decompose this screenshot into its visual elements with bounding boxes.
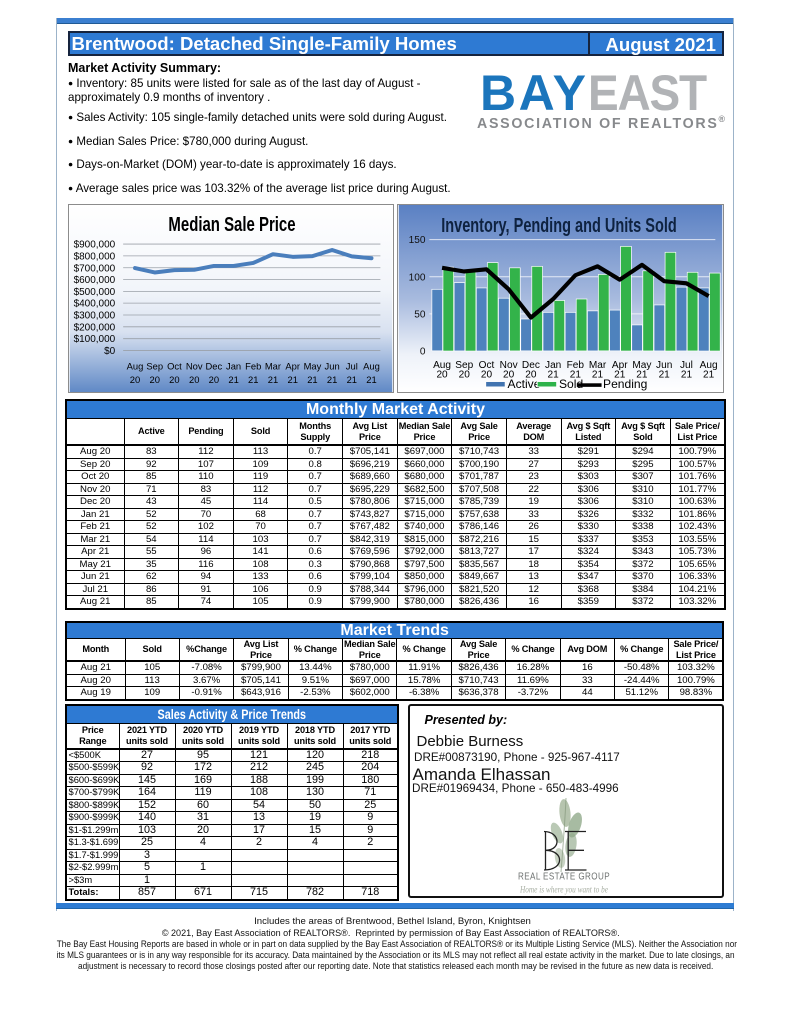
svg-text:Sold: Sold bbox=[559, 377, 583, 391]
svg-text:Jun: Jun bbox=[325, 361, 340, 372]
svg-text:21: 21 bbox=[366, 374, 376, 385]
svg-text:Pending: Pending bbox=[603, 377, 647, 391]
svg-text:Mar: Mar bbox=[589, 360, 607, 371]
svg-text:$600,000: $600,000 bbox=[74, 275, 116, 286]
svg-text:Median Sale Price: Median Sale Price bbox=[168, 213, 295, 236]
svg-text:Jan: Jan bbox=[545, 360, 561, 371]
svg-text:21: 21 bbox=[228, 374, 238, 385]
svg-text:Sep: Sep bbox=[455, 360, 473, 371]
svg-text:Jul: Jul bbox=[680, 360, 693, 371]
svg-text:Jan: Jan bbox=[226, 361, 241, 372]
svg-text:Aug: Aug bbox=[700, 360, 718, 371]
svg-text:Sep: Sep bbox=[146, 361, 163, 372]
svg-text:20: 20 bbox=[130, 374, 140, 385]
svg-text:REAL ESTATE GROUP: REAL ESTATE GROUP bbox=[518, 872, 610, 883]
svg-text:Aug: Aug bbox=[433, 360, 451, 371]
svg-text:$500,000: $500,000 bbox=[74, 287, 116, 298]
svg-text:Mar: Mar bbox=[265, 361, 281, 372]
svg-text:Active: Active bbox=[508, 377, 541, 391]
svg-text:$300,000: $300,000 bbox=[74, 311, 116, 322]
svg-text:20: 20 bbox=[503, 370, 515, 381]
svg-text:Jul: Jul bbox=[346, 361, 358, 372]
svg-text:Jun: Jun bbox=[656, 360, 672, 371]
svg-text:Feb: Feb bbox=[245, 361, 261, 372]
svg-text:Apr: Apr bbox=[612, 360, 628, 371]
svg-text:Inventory, Pending and Units S: Inventory, Pending and Units Sold bbox=[441, 214, 677, 237]
svg-text:Feb: Feb bbox=[567, 360, 585, 371]
svg-text:21: 21 bbox=[327, 374, 337, 385]
svg-text:Oct: Oct bbox=[167, 361, 182, 372]
svg-text:Dec: Dec bbox=[522, 360, 540, 371]
svg-text:20: 20 bbox=[149, 374, 159, 385]
svg-text:21: 21 bbox=[307, 374, 317, 385]
svg-text:Nov: Nov bbox=[186, 361, 203, 372]
svg-text:May: May bbox=[632, 360, 652, 371]
svg-text:100: 100 bbox=[409, 272, 426, 283]
svg-text:21: 21 bbox=[248, 374, 258, 385]
svg-text:20: 20 bbox=[189, 374, 199, 385]
svg-text:20: 20 bbox=[481, 370, 493, 381]
svg-text:$900,000: $900,000 bbox=[74, 240, 116, 251]
svg-text:21: 21 bbox=[347, 374, 357, 385]
svg-text:20: 20 bbox=[436, 370, 448, 381]
svg-text:20: 20 bbox=[209, 374, 219, 385]
svg-text:Aug: Aug bbox=[363, 361, 380, 372]
svg-text:$100,000: $100,000 bbox=[74, 334, 116, 345]
svg-text:21: 21 bbox=[268, 374, 278, 385]
svg-text:21: 21 bbox=[592, 370, 604, 381]
svg-text:21: 21 bbox=[570, 370, 582, 381]
svg-text:21: 21 bbox=[614, 370, 626, 381]
svg-text:21: 21 bbox=[288, 374, 298, 385]
svg-text:Nov: Nov bbox=[500, 360, 518, 371]
svg-text:$800,000: $800,000 bbox=[74, 251, 116, 262]
svg-text:Apr: Apr bbox=[285, 361, 300, 372]
svg-text:$200,000: $200,000 bbox=[74, 322, 116, 333]
svg-text:21: 21 bbox=[548, 370, 560, 381]
svg-text:21: 21 bbox=[681, 370, 693, 381]
svg-text:Oct: Oct bbox=[479, 360, 495, 371]
svg-text:20: 20 bbox=[525, 370, 537, 381]
svg-text:0: 0 bbox=[420, 347, 426, 358]
svg-text:20: 20 bbox=[459, 370, 471, 381]
svg-text:20: 20 bbox=[169, 374, 179, 385]
svg-text:150: 150 bbox=[409, 235, 426, 246]
svg-text:21: 21 bbox=[659, 370, 671, 381]
svg-text:Aug: Aug bbox=[127, 361, 144, 372]
svg-text:May: May bbox=[304, 361, 322, 372]
svg-text:50: 50 bbox=[414, 309, 426, 320]
svg-text:Home is where you want to be: Home is where you want to be bbox=[519, 885, 608, 895]
svg-text:$0: $0 bbox=[104, 346, 116, 357]
svg-text:Dec: Dec bbox=[206, 361, 223, 372]
svg-text:$400,000: $400,000 bbox=[74, 299, 116, 310]
svg-text:21: 21 bbox=[703, 370, 715, 381]
svg-text:21: 21 bbox=[636, 370, 648, 381]
svg-text:$700,000: $700,000 bbox=[74, 263, 116, 274]
